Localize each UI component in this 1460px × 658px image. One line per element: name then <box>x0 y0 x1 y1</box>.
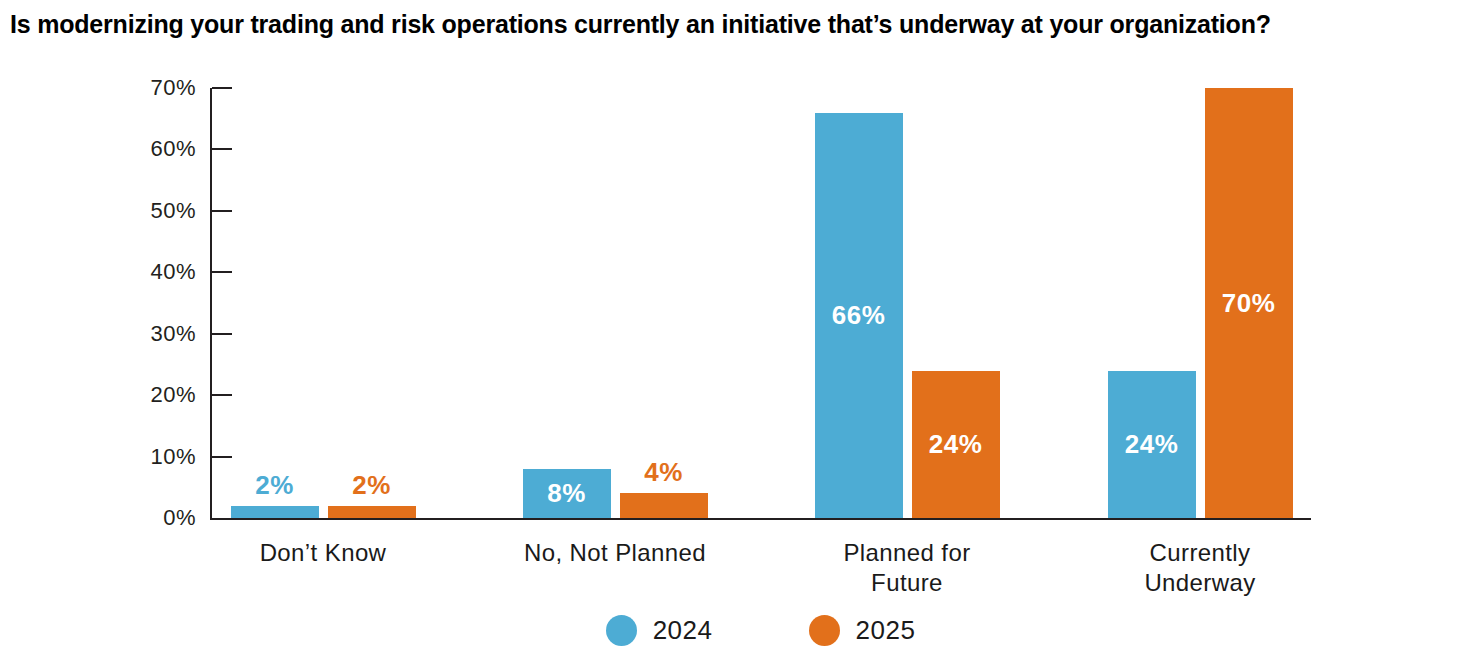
x-axis-line <box>210 518 1311 520</box>
y-axis-tick <box>212 271 232 273</box>
legend-item-2025: 2025 <box>809 615 916 646</box>
legend-label-2025: 2025 <box>856 615 916 646</box>
legend-dot-2024 <box>606 615 637 646</box>
bar-2025-no-not-planned <box>620 493 708 518</box>
bar-2024-currently-underway: 24% <box>1108 371 1196 518</box>
y-axis-tick-label: 70% <box>6 75 196 101</box>
x-axis-label-planned-for-future: Planned forFuture <box>737 538 1077 598</box>
bar-2024-planned-for-future: 66% <box>815 113 903 518</box>
bar-2025-currently-underway: 70% <box>1205 88 1293 518</box>
legend-item-2024: 2024 <box>606 615 713 646</box>
x-axis-label-currently-underway: CurrentlyUnderway <box>1030 538 1370 598</box>
bar-2024-don-t-know <box>231 506 319 518</box>
y-axis-tick <box>212 456 232 458</box>
y-axis-tick-label: 40% <box>6 259 196 285</box>
y-axis-tick-label: 10% <box>6 444 196 470</box>
value-label-2025-planned-for-future: 24% <box>929 429 983 460</box>
y-axis-tick <box>212 210 232 212</box>
legend-dot-2025 <box>809 615 840 646</box>
y-axis-tick-label: 20% <box>6 382 196 408</box>
y-axis-tick-label: 50% <box>6 198 196 224</box>
y-axis-tick-label: 0% <box>6 505 196 531</box>
y-axis-tick <box>212 394 232 396</box>
legend-label-2024: 2024 <box>653 615 713 646</box>
y-axis-tick <box>212 148 232 150</box>
bar-2024-no-not-planned: 8% <box>523 469 611 518</box>
bar-2025-don-t-know <box>328 506 416 518</box>
value-label-2024-currently-underway: 24% <box>1125 429 1179 460</box>
legend: 2024 2025 <box>210 615 1311 646</box>
x-axis-label-no-not-planned: No, Not Planned <box>445 538 785 568</box>
plot-area: 2%8%66%24%2%4%24%70%Don’t KnowNo, Not Pl… <box>210 88 1311 518</box>
bar-2025-planned-for-future: 24% <box>912 371 1000 518</box>
value-label-2025-don-t-know: 2% <box>328 470 416 500</box>
value-label-2024-planned-for-future: 66% <box>832 300 886 331</box>
x-axis-label-don-t-know: Don’t Know <box>153 538 493 568</box>
chart-canvas: Is modernizing your trading and risk ope… <box>0 0 1460 658</box>
y-axis-tick <box>212 333 232 335</box>
y-axis-tick-label: 60% <box>6 136 196 162</box>
chart-title: Is modernizing your trading and risk ope… <box>10 10 1452 39</box>
y-axis-tick <box>212 87 232 89</box>
y-axis-tick-label: 30% <box>6 321 196 347</box>
value-label-2024-don-t-know: 2% <box>231 470 319 500</box>
value-label-2024-no-not-planned: 8% <box>547 478 586 509</box>
value-label-2025-no-not-planned: 4% <box>620 457 708 487</box>
value-label-2025-currently-underway: 70% <box>1222 288 1276 319</box>
